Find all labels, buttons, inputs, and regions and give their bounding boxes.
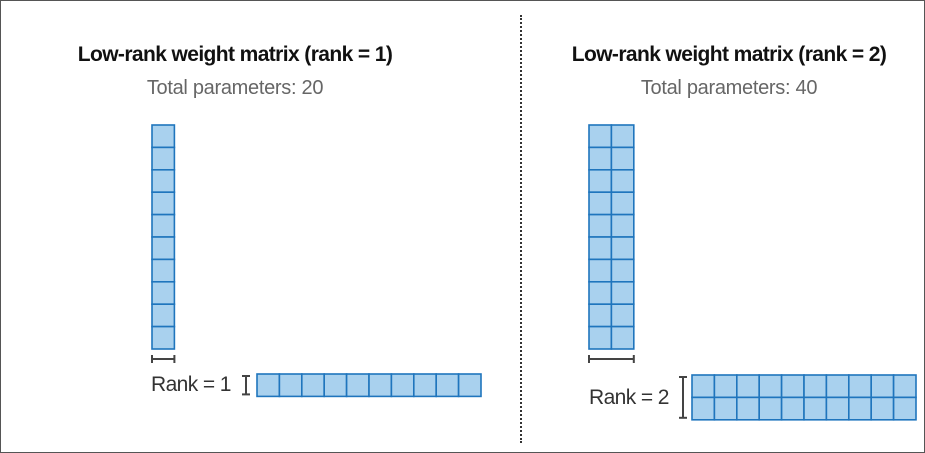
matrix-cell bbox=[435, 373, 460, 398]
matrix-cell bbox=[278, 373, 303, 398]
matrix-cell bbox=[610, 213, 635, 238]
matrix-cell bbox=[151, 213, 176, 238]
matrix-cell bbox=[610, 191, 635, 216]
matrix-cell bbox=[151, 124, 176, 149]
matrix-cell bbox=[610, 146, 635, 171]
matrix-cell bbox=[300, 373, 325, 398]
matrix-cell bbox=[151, 191, 176, 216]
matrix-cell bbox=[610, 258, 635, 283]
matrix-cell bbox=[780, 396, 805, 421]
matrix-cell bbox=[588, 325, 613, 350]
matrix-cell bbox=[610, 124, 635, 149]
panel-title: Low-rank weight matrix (rank = 2) bbox=[571, 43, 887, 66]
matrix-cell bbox=[368, 373, 393, 398]
matrix-cell bbox=[151, 169, 176, 194]
matrix-cell bbox=[588, 236, 613, 261]
matrix-cell bbox=[588, 124, 613, 149]
matrix-cell bbox=[870, 396, 895, 421]
matrix-cell bbox=[780, 374, 805, 399]
matrix-cell bbox=[825, 374, 850, 399]
vertical-factor-matrix bbox=[588, 124, 635, 350]
horizontal-factor-matrix bbox=[256, 373, 482, 398]
width-bracket bbox=[151, 355, 176, 363]
matrix-cell bbox=[588, 146, 613, 171]
matrix-cell bbox=[151, 258, 176, 283]
height-bracket bbox=[679, 376, 687, 419]
matrix-cell bbox=[847, 396, 872, 421]
matrix-cell bbox=[892, 374, 917, 399]
matrix-cell bbox=[610, 325, 635, 350]
total-parameters-label: Total parameters: 40 bbox=[640, 77, 818, 99]
total-parameters-label: Total parameters: 20 bbox=[146, 77, 324, 99]
matrix-cell bbox=[588, 169, 613, 194]
panel-divider bbox=[520, 15, 522, 443]
matrix-cell bbox=[588, 191, 613, 216]
matrix-cell bbox=[825, 396, 850, 421]
matrix-cell bbox=[758, 396, 783, 421]
matrix-cell bbox=[151, 146, 176, 171]
matrix-cell bbox=[713, 396, 738, 421]
rank-2-matrices bbox=[588, 124, 917, 421]
matrix-cell bbox=[892, 396, 917, 421]
matrix-cell bbox=[588, 213, 613, 238]
rank-1-matrices bbox=[151, 124, 482, 398]
height-bracket bbox=[242, 375, 250, 396]
matrix-cell bbox=[412, 373, 437, 398]
matrix-cell bbox=[847, 374, 872, 399]
panel-rank-2: Low-rank weight matrix (rank = 2) Total … bbox=[522, 1, 924, 452]
matrix-cell bbox=[345, 373, 370, 398]
panel-rank-1: Low-rank weight matrix (rank = 1) Total … bbox=[1, 1, 519, 452]
matrix-cell bbox=[713, 374, 738, 399]
matrix-cell bbox=[588, 303, 613, 328]
width-bracket bbox=[588, 355, 635, 363]
matrix-cell bbox=[151, 280, 176, 305]
matrix-cell bbox=[588, 258, 613, 283]
matrix-cell bbox=[610, 236, 635, 261]
matrix-cell bbox=[870, 374, 895, 399]
matrix-cell bbox=[323, 373, 348, 398]
matrix-cell bbox=[390, 373, 415, 398]
matrix-cell bbox=[691, 374, 716, 399]
vertical-factor-matrix bbox=[151, 124, 176, 350]
matrix-cell bbox=[151, 325, 176, 350]
matrix-cell bbox=[758, 374, 783, 399]
matrix-cell bbox=[610, 169, 635, 194]
matrix-cell bbox=[803, 374, 828, 399]
horizontal-factor-matrix bbox=[691, 374, 917, 421]
matrix-cell bbox=[691, 396, 716, 421]
matrix-cell bbox=[610, 303, 635, 328]
matrix-cell bbox=[457, 373, 482, 398]
matrix-cell bbox=[151, 236, 176, 261]
rank-label: Rank = 1 bbox=[151, 373, 231, 396]
panel-title: Low-rank weight matrix (rank = 1) bbox=[77, 43, 393, 66]
matrix-cell bbox=[588, 280, 613, 305]
matrix-cell bbox=[736, 374, 761, 399]
matrix-cell bbox=[256, 373, 281, 398]
matrix-cell bbox=[803, 396, 828, 421]
matrix-cell bbox=[151, 303, 176, 328]
rank-label: Rank = 2 bbox=[589, 386, 669, 409]
matrix-cell bbox=[610, 280, 635, 305]
matrix-cell bbox=[736, 396, 761, 421]
